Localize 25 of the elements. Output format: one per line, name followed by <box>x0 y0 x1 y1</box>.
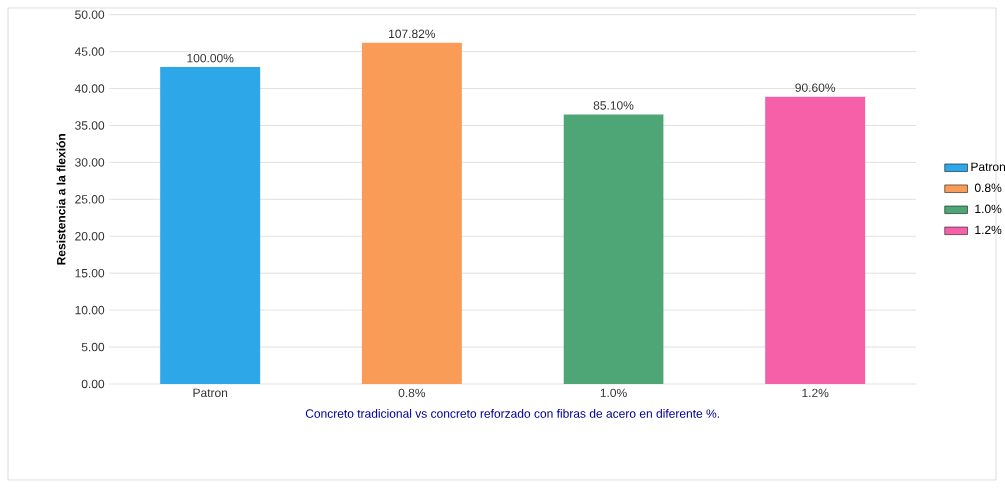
x-axis-title: Concreto tradicional vs concreto reforzado con fibras de acero en diferente %. <box>305 409 719 418</box>
y-tick-label: 30.00 <box>75 158 105 167</box>
legend-label: Patron <box>971 162 1005 172</box>
x-tick-label: 1.0% <box>600 388 627 398</box>
y-tick-label: 0.00 <box>81 379 105 389</box>
y-tick-label: 5.00 <box>81 342 105 352</box>
y-axis-title: Resistencia a la flexión <box>56 134 66 265</box>
y-tick-label: 10.00 <box>75 305 105 315</box>
annotation: 100.00% <box>187 53 234 63</box>
legend-label: 1.0% <box>975 204 1002 214</box>
y-tick-label: 35.00 <box>75 121 105 130</box>
y-tick-label: 25.00 <box>75 195 105 204</box>
y-tick-label: 15.00 <box>75 268 105 278</box>
y-tick-label: 45.00 <box>74 47 105 56</box>
annotation: 107.82% <box>389 29 436 39</box>
y-tick-label: 20.00 <box>75 232 105 241</box>
x-tick-label: Patron <box>193 388 228 398</box>
y-tick-label: 50.00 <box>75 10 105 19</box>
annotation: 90.60% <box>795 83 836 92</box>
x-tick-label: 0.8% <box>398 388 426 398</box>
legend-label: 0.8% <box>974 183 1002 193</box>
x-tick-label: 1.2% <box>802 388 829 398</box>
legend-label: 1.2% <box>975 225 1002 235</box>
annotation: 85.10% <box>593 101 634 110</box>
y-tick-label: 40.00 <box>74 84 105 93</box>
